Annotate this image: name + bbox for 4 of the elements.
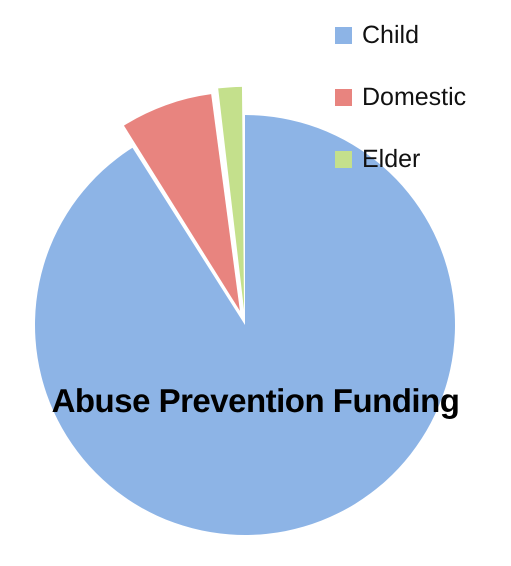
legend-label: Domestic [362,82,466,112]
legend-label: Child [362,20,419,50]
legend-label: Elder [362,144,420,174]
text: Abuse Prevention Funding [50,382,460,420]
